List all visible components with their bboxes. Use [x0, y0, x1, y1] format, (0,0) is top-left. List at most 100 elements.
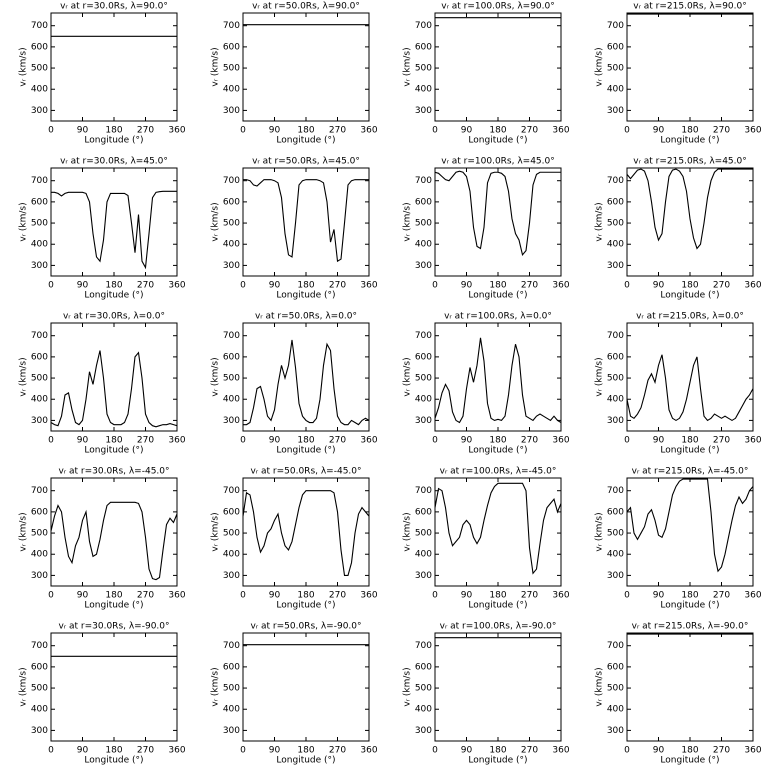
x-tick-label: 360 [744, 591, 761, 601]
y-tick-label: 600 [415, 197, 432, 207]
y-tick-label: 600 [31, 197, 48, 207]
x-tick-label: 90 [461, 591, 473, 601]
y-tick-label: 300 [415, 726, 432, 736]
y-axis-label: vᵣ (km/s) [595, 667, 605, 706]
x-tick-label: 270 [713, 126, 730, 136]
y-axis-label: vᵣ (km/s) [19, 667, 29, 706]
x-tick-label: 360 [360, 281, 377, 291]
y-tick-label: 600 [31, 662, 48, 672]
x-tick-label: 270 [329, 436, 346, 446]
panel-title: vᵣ at r=30.0Rs, λ=-90.0° [58, 622, 169, 632]
x-tick-label: 180 [489, 126, 506, 136]
x-tick-label: 270 [713, 591, 730, 601]
y-tick-label: 700 [31, 331, 48, 341]
x-tick-label: 0 [48, 126, 54, 136]
y-tick-label: 500 [415, 64, 432, 74]
x-tick-label: 90 [269, 746, 281, 756]
x-tick-label: 180 [105, 281, 122, 291]
y-tick-label: 500 [415, 529, 432, 539]
panel: vᵣ at r=215.0Rs, λ=45.0° 0 90 180 270 360 300 4… [595, 157, 762, 301]
x-tick-label: 270 [713, 281, 730, 291]
x-tick-label: 90 [653, 126, 665, 136]
y-tick-label: 400 [415, 240, 432, 250]
x-tick-label: 360 [744, 281, 761, 291]
x-tick-label: 180 [105, 436, 122, 446]
x-tick-label: 0 [624, 281, 630, 291]
panel-title: vᵣ at r=215.0Rs, λ=45.0° [633, 157, 747, 167]
x-tick-label: 0 [624, 436, 630, 446]
panel-title: vᵣ at r=100.0Rs, λ=-90.0° [440, 622, 557, 632]
y-tick-label: 300 [223, 261, 240, 271]
y-tick-label: 700 [607, 21, 624, 31]
y-tick-label: 600 [415, 507, 432, 517]
y-tick-label: 400 [415, 550, 432, 560]
panel-title: vᵣ at r=100.0Rs, λ=45.0° [441, 157, 555, 167]
plot-area [627, 168, 753, 250]
x-tick-label: 180 [297, 591, 314, 601]
y-tick-label: 600 [415, 352, 432, 362]
panel: vᵣ at r=215.0Rs, λ=-90.0° 0 90 180 270 360 300… [595, 622, 762, 766]
panel: vᵣ at r=30.0Rs, λ=90.0° 0 90 180 270 360 300 40… [19, 2, 186, 146]
x-tick-label: 360 [168, 126, 185, 136]
y-tick-label: 700 [607, 486, 624, 496]
y-tick-label: 300 [607, 416, 624, 426]
panel: vᵣ at r=215.0Rs, λ=0.0° 0 90 180 270 360 300 40… [595, 312, 762, 456]
y-tick-label: 400 [223, 395, 240, 405]
y-tick-label: 600 [415, 42, 432, 52]
y-axis-label: vᵣ (km/s) [211, 47, 221, 86]
y-tick-label: 500 [607, 64, 624, 74]
panel: vᵣ at r=50.0Rs, λ=-45.0° 0 90 180 270 360 300 4… [211, 467, 378, 611]
plot-area [435, 170, 561, 257]
y-tick-label: 400 [607, 395, 624, 405]
plot-frame [626, 12, 754, 122]
x-axis-label: Longitude (°) [468, 136, 527, 146]
x-tick-label: 0 [432, 746, 438, 756]
data-line [243, 179, 369, 263]
y-tick-label: 400 [223, 85, 240, 95]
x-tick-label: 0 [432, 591, 438, 601]
x-tick-label: 180 [105, 746, 122, 756]
y-axis-label: vᵣ (km/s) [211, 512, 221, 551]
x-tick-label: 360 [168, 281, 185, 291]
x-tick-label: 0 [240, 746, 246, 756]
x-tick-label: 0 [432, 436, 438, 446]
y-axis-label: vᵣ (km/s) [403, 512, 413, 551]
y-tick-label: 500 [31, 529, 48, 539]
y-tick-label: 500 [31, 374, 48, 384]
y-tick-label: 700 [223, 641, 240, 651]
panel-title: vᵣ at r=30.0Rs, λ=-45.0° [58, 467, 169, 477]
plot-area [435, 337, 561, 424]
x-tick-label: 180 [681, 746, 698, 756]
x-axis-label: Longitude (°) [660, 601, 719, 611]
plot-frame [242, 12, 370, 122]
x-tick-label: 270 [329, 126, 346, 136]
panel: vᵣ at r=100.0Rs, λ=45.0° 0 90 180 270 360 300 4… [403, 157, 570, 301]
y-tick-label: 400 [415, 85, 432, 95]
panel-title: vᵣ at r=100.0Rs, λ=90.0° [441, 2, 555, 12]
panel: vᵣ at r=30.0Rs, λ=45.0° 0 90 180 270 360 300 40… [19, 157, 186, 301]
x-tick-label: 0 [240, 126, 246, 136]
x-tick-label: 90 [269, 591, 281, 601]
y-tick-label: 500 [223, 684, 240, 694]
x-tick-label: 270 [713, 436, 730, 446]
y-tick-label: 400 [223, 550, 240, 560]
y-tick-label: 600 [607, 662, 624, 672]
x-axis-label: Longitude (°) [468, 291, 527, 301]
y-tick-label: 300 [31, 726, 48, 736]
y-tick-label: 300 [31, 261, 48, 271]
x-tick-label: 90 [653, 281, 665, 291]
x-tick-label: 90 [461, 281, 473, 291]
y-tick-label: 400 [31, 705, 48, 715]
y-tick-label: 500 [223, 64, 240, 74]
y-tick-label: 600 [31, 42, 48, 52]
plot-frame [50, 322, 178, 432]
panel: vᵣ at r=100.0Rs, λ=0.0° 0 90 180 270 360 300 40… [403, 312, 570, 456]
y-axis-label: vᵣ (km/s) [19, 202, 29, 241]
y-tick-label: 600 [31, 352, 48, 362]
y-tick-label: 400 [31, 240, 48, 250]
y-axis-label: vᵣ (km/s) [403, 202, 413, 241]
y-tick-label: 600 [415, 662, 432, 672]
y-tick-label: 700 [223, 486, 240, 496]
x-tick-label: 180 [489, 281, 506, 291]
